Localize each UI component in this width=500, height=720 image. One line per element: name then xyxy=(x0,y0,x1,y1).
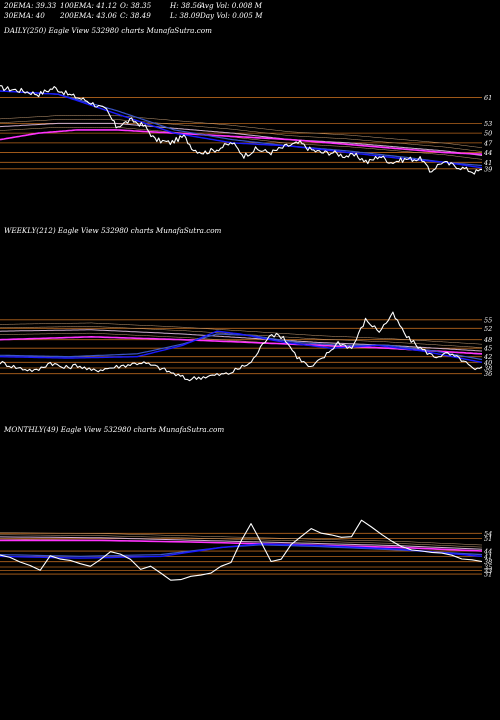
stat-30ema: 30EMA: 40 xyxy=(4,11,45,20)
price-line-0 xyxy=(0,85,482,175)
price-line-1 xyxy=(0,311,483,382)
stat-100ema: 100EMA: 41.12 xyxy=(60,1,117,10)
stat-open: O: 38.35 xyxy=(120,1,152,10)
minor-ema-2-1 xyxy=(0,534,483,548)
minor-ema-1-2 xyxy=(0,322,483,345)
tick-label-1-7: 36 xyxy=(484,370,492,378)
minor-ema-0-1 xyxy=(0,119,483,152)
tick-label-2-4: 38 xyxy=(484,558,492,566)
tick-label-1-4: 42 xyxy=(483,353,492,361)
ema100-line-0 xyxy=(0,129,483,155)
tick-label-0-4: 44 xyxy=(483,149,492,157)
minor-ema-2-2 xyxy=(0,532,483,546)
tick-label-1-6: 38 xyxy=(484,365,492,373)
stat-close: C: 38.49 xyxy=(120,11,151,20)
ema20-line-1 xyxy=(0,330,483,363)
ema20-line-0 xyxy=(0,90,483,169)
tick-label-2-1: 51 xyxy=(484,535,492,543)
tick-label-0-1: 53 xyxy=(484,120,492,128)
ema100-line-2 xyxy=(0,539,483,552)
tick-label-0-2: 50 xyxy=(484,130,492,138)
minor-ema-0-2 xyxy=(0,115,483,148)
price-line-2 xyxy=(0,519,483,581)
tick-label-2-2: 44 xyxy=(483,548,492,556)
stat-200ema: 200EMA: 43.06 xyxy=(60,11,117,20)
tick-label-1-1: 52 xyxy=(484,325,492,333)
panel-title-0: DAILY(250) Eagle View 532980 charts Muna… xyxy=(3,26,212,35)
tick-label-1-0: 55 xyxy=(484,316,492,324)
panel-title-2: MONTHLY(49) Eagle View 532980 charts Mun… xyxy=(3,425,224,434)
ema30-line-1 xyxy=(0,333,483,361)
tick-label-0-6: 39 xyxy=(484,165,492,173)
ema200-line-1 xyxy=(0,329,483,352)
tick-label-2-6: 33 xyxy=(484,567,492,575)
ema30-line-0 xyxy=(0,90,483,167)
stat-high: H: 38.56 xyxy=(170,1,202,10)
stat-20ema: 20EMA: 39.33 xyxy=(4,1,57,10)
tick-label-2-5: 35 xyxy=(484,563,492,571)
stat-low: L: 38.09 xyxy=(170,11,201,20)
minor-ema-1-0 xyxy=(0,332,483,355)
panel-title-1: WEEKLY(212) Eagle View 532980 charts Mun… xyxy=(4,226,222,235)
tick-label-1-3: 45 xyxy=(483,345,492,353)
stat-avg-vol: Avg Vol: 0.008 M xyxy=(200,1,262,10)
tick-label-2-0: 54 xyxy=(484,530,492,538)
ema200-line-0 xyxy=(0,122,483,156)
stat-day-vol: Day Vol: 0.005 M xyxy=(200,11,263,20)
tick-label-0-0: 61 xyxy=(484,94,492,102)
tick-label-1-2: 48 xyxy=(483,336,492,344)
minor-ema-0-0 xyxy=(0,127,483,160)
tick-label-0-5: 41 xyxy=(483,159,492,167)
ema20-line-2 xyxy=(0,543,483,559)
tick-label-2-3: 41 xyxy=(483,553,492,561)
tick-label-1-5: 40 xyxy=(483,359,492,367)
tick-label-0-3: 47 xyxy=(483,139,493,147)
tick-label-2-7: 31 xyxy=(484,571,492,579)
